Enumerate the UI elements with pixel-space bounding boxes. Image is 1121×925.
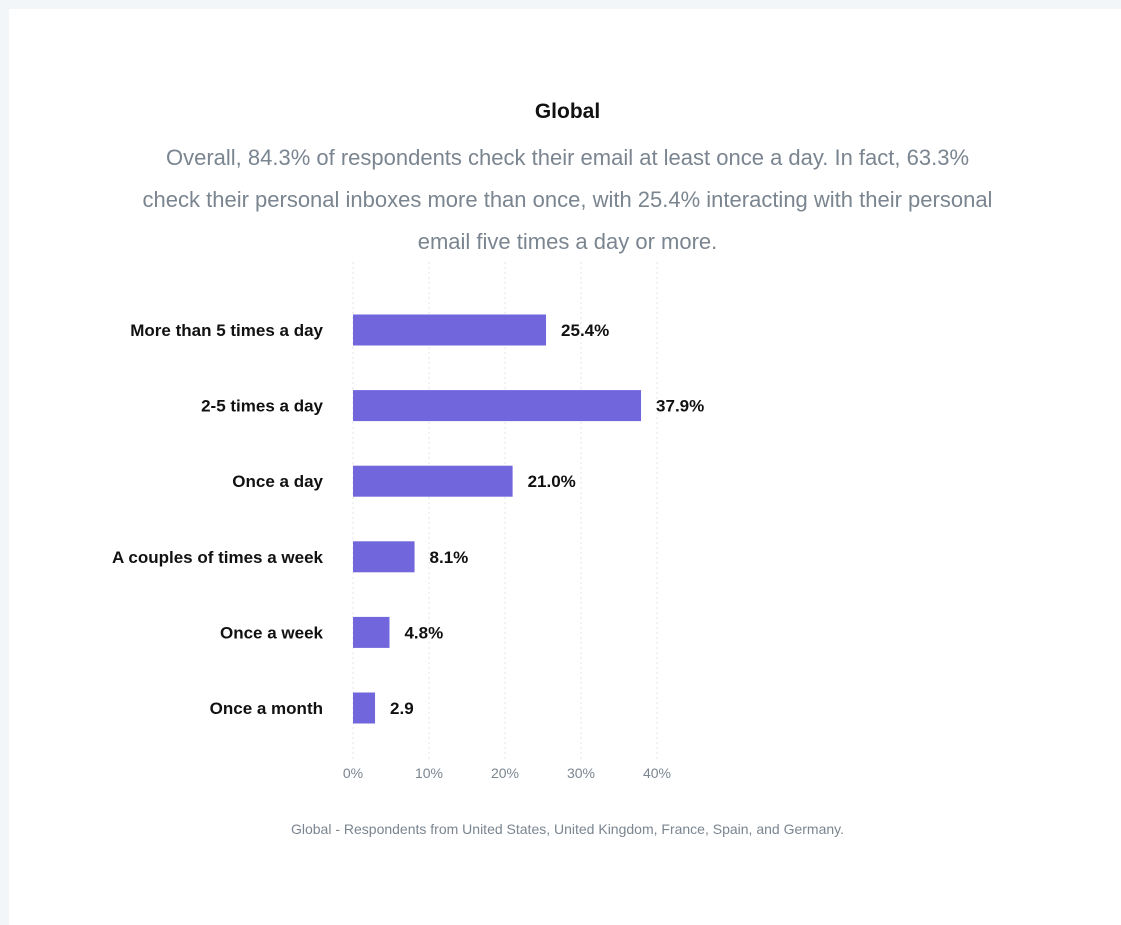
category-label: More than 5 times a day xyxy=(130,321,323,340)
category-label: Once a month xyxy=(210,699,323,718)
x-tick-label: 30% xyxy=(567,765,595,781)
data-label: 25.4% xyxy=(561,321,609,340)
x-tick-label: 20% xyxy=(491,765,519,781)
chart-title: Global xyxy=(534,100,601,123)
data-label: 8.1% xyxy=(430,548,469,567)
bar xyxy=(353,314,547,346)
data-label: 21.0% xyxy=(528,472,576,491)
chart-subtitle: Overall, 84.3% of respondents check thei… xyxy=(142,145,993,254)
bar xyxy=(353,465,513,497)
x-tick-label: 10% xyxy=(415,765,443,781)
bar xyxy=(353,616,390,648)
bar xyxy=(353,692,376,724)
category-label: Once a day xyxy=(232,472,323,491)
data-label: 2.9 xyxy=(390,699,414,718)
bar xyxy=(353,541,415,573)
x-tick-label: 0% xyxy=(343,765,363,781)
data-label: 37.9% xyxy=(656,397,704,416)
bar xyxy=(353,390,642,422)
chart-card xyxy=(9,9,1121,925)
chart-caption: Global - Respondents from United States,… xyxy=(290,821,845,837)
category-label: 2-5 times a day xyxy=(201,397,323,416)
category-label: A couples of times a week xyxy=(112,548,324,567)
category-label: Once a week xyxy=(220,623,324,642)
x-tick-label: 40% xyxy=(643,765,671,781)
data-label: 4.8% xyxy=(404,623,443,642)
